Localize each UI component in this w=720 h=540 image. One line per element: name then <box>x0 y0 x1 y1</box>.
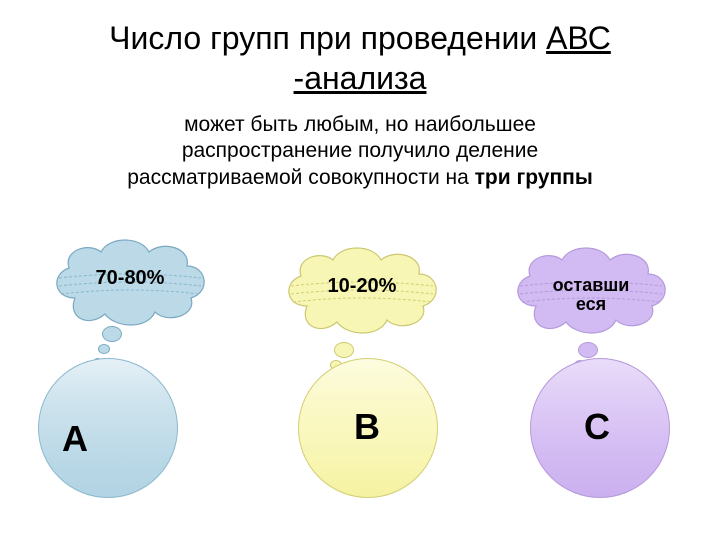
subtitle-line3: рассматриваемой совокупности на <box>127 166 474 189</box>
title-underlined-1: АВС <box>546 20 611 56</box>
circle-a <box>38 358 178 498</box>
cloud-c: оставши еся <box>506 246 676 336</box>
circle-a-label: А <box>62 418 88 460</box>
group-c: оставши еся С <box>494 238 694 336</box>
group-a: 70-80% А <box>30 238 230 328</box>
cloud-a: 70-80% <box>45 238 215 328</box>
subtitle-line2: распространение получило деление <box>182 139 538 162</box>
cloud-c-label: оставши еся <box>506 276 676 314</box>
subtitle-bold: три группы <box>475 166 593 189</box>
subtitle-line1: может быть любым, но наибольшее <box>184 113 536 136</box>
cloud-b-label: 10-20% <box>277 276 447 297</box>
cloud-c-label-l1: оставши <box>553 275 630 295</box>
group-b: 10-20% В <box>262 238 462 336</box>
title-underlined-2: -анализа <box>294 60 427 96</box>
cloud-c-label-l2: еся <box>576 294 606 314</box>
circle-b-label: В <box>354 406 380 448</box>
circle-c-label: С <box>584 406 610 448</box>
cloud-b: 10-20% <box>277 246 447 336</box>
slide-title: Число групп при проведении АВС -анализа <box>0 0 720 98</box>
slide-subtitle: может быть любым, но наибольшее распрост… <box>0 112 720 191</box>
cloud-a-label: 70-80% <box>45 268 215 289</box>
title-text: Число групп при проведении <box>109 20 546 56</box>
groups-diagram: 70-80% А 10-20% В <box>0 238 720 528</box>
